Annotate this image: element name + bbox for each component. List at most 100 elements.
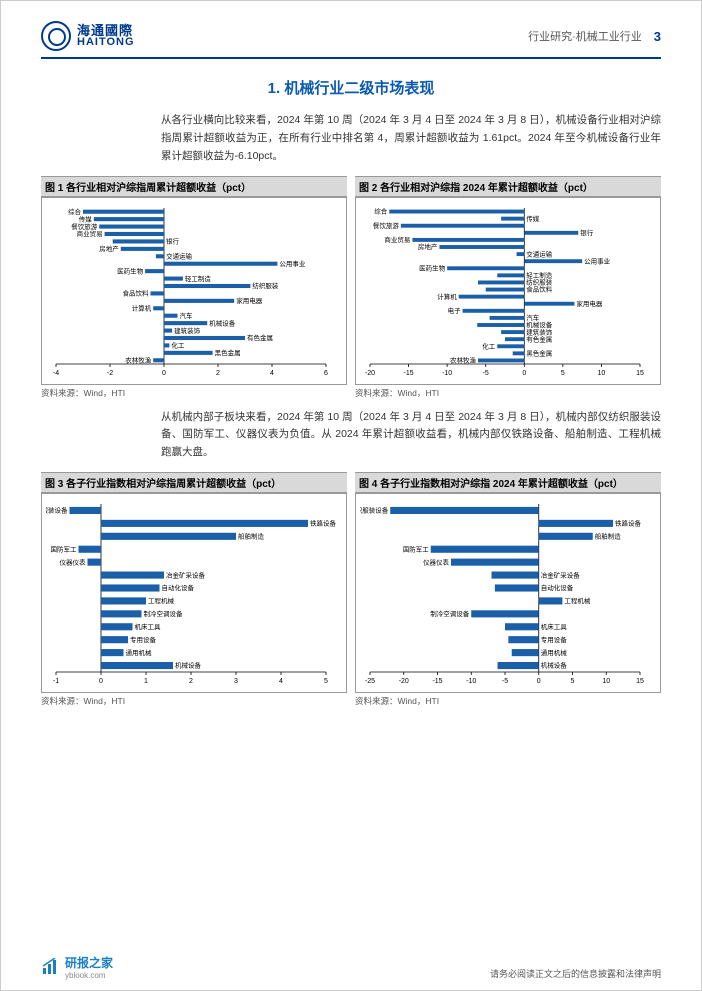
svg-text:冶金矿采设备: 冶金矿采设备 xyxy=(541,570,581,579)
svg-text:计算机: 计算机 xyxy=(437,291,457,300)
svg-text:-10: -10 xyxy=(466,678,476,685)
svg-text:3: 3 xyxy=(234,678,238,685)
svg-text:4: 4 xyxy=(270,370,274,377)
footer-disclaimer: 请务必阅读正文之后的信息披露和法律声明 xyxy=(490,967,661,980)
svg-text:传媒: 传媒 xyxy=(526,213,540,222)
svg-text:工程机械: 工程机械 xyxy=(564,596,591,605)
svg-text:-4: -4 xyxy=(53,370,59,377)
svg-text:2: 2 xyxy=(216,370,220,377)
svg-text:房地产: 房地产 xyxy=(99,244,119,253)
svg-text:公用事业: 公用事业 xyxy=(584,256,611,265)
footer-url: yblook.com xyxy=(65,971,113,980)
page-number: 3 xyxy=(654,29,661,44)
svg-text:国防军工: 国防军工 xyxy=(403,544,430,553)
chart-2-area: -20-15-10-5051015综合传媒餐饮旅游银行商业贸易房地产交通运输公用… xyxy=(355,197,661,385)
header-right: 行业研究·机械工业行业 3 xyxy=(528,28,661,44)
svg-text:国防军工: 国防军工 xyxy=(51,544,78,553)
charts-row-2: 图 3 各子行业指数相对沪综指周累计超额收益（pct） -1012345纺织服装… xyxy=(41,472,661,707)
svg-text:黑色金属: 黑色金属 xyxy=(526,348,552,357)
svg-text:0: 0 xyxy=(537,678,541,685)
breadcrumb: 行业研究·机械工业行业 xyxy=(528,28,642,44)
svg-text:仪器仪表: 仪器仪表 xyxy=(423,557,450,566)
svg-text:5: 5 xyxy=(561,370,565,377)
chart-1-area: -4-20246综合传媒餐饮旅游商业贸易银行房地产交通运输公用事业医药生物轻工制… xyxy=(41,197,347,385)
svg-text:医药生物: 医药生物 xyxy=(419,263,446,272)
logo-text: 海通國際 HAITONG xyxy=(77,24,135,48)
svg-text:纺织服装: 纺织服装 xyxy=(252,281,279,290)
svg-text:船舶制造: 船舶制造 xyxy=(595,532,622,541)
paragraph-2: 从机械内部子板块来看，2024 年第 10 周（2024 年 3 月 4 日至 … xyxy=(161,409,661,463)
svg-text:餐饮旅游: 餐饮旅游 xyxy=(373,220,400,229)
section-title: 1. 机械行业二级市场表现 xyxy=(41,77,661,98)
charts-row-1: 图 1 各行业相对沪综指周累计超额收益（pct） -4-20246综合传媒餐饮旅… xyxy=(41,176,661,399)
svg-text:银行: 银行 xyxy=(580,228,594,237)
chart-3: 图 3 各子行业指数相对沪综指周累计超额收益（pct） -1012345纺织服装… xyxy=(41,472,347,707)
chart-4-title: 图 4 各子行业指数相对沪综指 2024 年累计超额收益（pct） xyxy=(355,472,661,493)
svg-text:自动化设备: 自动化设备 xyxy=(162,583,195,592)
svg-text:化工: 化工 xyxy=(482,341,496,350)
svg-text:1: 1 xyxy=(144,678,148,685)
svg-text:银行: 银行 xyxy=(166,236,180,245)
svg-text:轻工制造: 轻工制造 xyxy=(526,270,553,279)
svg-text:黑色金属: 黑色金属 xyxy=(215,348,241,357)
chart-4-area: -25-20-15-10-5051015纺织服装设备铁路设备船舶制造国防军工仪器… xyxy=(355,493,661,693)
svg-text:5: 5 xyxy=(571,678,575,685)
svg-text:-20: -20 xyxy=(399,678,409,685)
haitong-logo-icon xyxy=(41,21,71,51)
svg-text:5: 5 xyxy=(324,678,328,685)
svg-text:食品饮料: 食品饮料 xyxy=(123,288,150,297)
svg-text:商业贸易: 商业贸易 xyxy=(384,235,410,244)
svg-text:餐饮旅游: 餐饮旅游 xyxy=(71,221,98,230)
svg-text:医药生物: 医药生物 xyxy=(117,266,144,275)
svg-text:制冷空调设备: 制冷空调设备 xyxy=(430,609,470,618)
svg-text:-2: -2 xyxy=(107,370,113,377)
svg-text:仪器仪表: 仪器仪表 xyxy=(60,557,87,566)
svg-text:计算机: 计算机 xyxy=(132,303,152,312)
paragraph-1: 从各行业横向比较来看，2024 年第 10 周（2024 年 3 月 4 日至 … xyxy=(161,112,661,166)
svg-text:铁路设备: 铁路设备 xyxy=(310,519,336,528)
chart-2-source: 资料来源：Wind，HTI xyxy=(355,385,661,399)
svg-text:机床工具: 机床工具 xyxy=(135,622,162,631)
svg-text:化工: 化工 xyxy=(171,340,185,349)
svg-text:建筑装饰: 建筑装饰 xyxy=(526,327,553,336)
svg-text:电子: 电子 xyxy=(448,306,462,315)
svg-text:0: 0 xyxy=(162,370,166,377)
footer: 研报之家 yblook.com 请务必阅读正文之后的信息披露和法律声明 xyxy=(41,954,661,980)
svg-text:专用设备: 专用设备 xyxy=(130,635,157,644)
svg-text:机械设备: 机械设备 xyxy=(526,320,553,329)
svg-text:传媒: 传媒 xyxy=(79,214,93,223)
svg-text:机械设备: 机械设备 xyxy=(541,661,568,670)
svg-text:6: 6 xyxy=(324,370,328,377)
svg-text:4: 4 xyxy=(279,678,283,685)
page: 海通國際 HAITONG 行业研究·机械工业行业 3 1. 机械行业二级市场表现… xyxy=(0,0,702,991)
svg-text:汽车: 汽车 xyxy=(526,313,540,322)
chart-3-title: 图 3 各子行业指数相对沪综指周累计超额收益（pct） xyxy=(41,472,347,493)
svg-text:15: 15 xyxy=(636,678,644,685)
chart-2: 图 2 各行业相对沪综指 2024 年累计超额收益（pct） -20-15-10… xyxy=(355,176,661,399)
svg-text:综合: 综合 xyxy=(68,206,82,215)
svg-text:有色金属: 有色金属 xyxy=(526,334,552,343)
svg-text:10: 10 xyxy=(598,370,606,377)
svg-text:公用事业: 公用事业 xyxy=(279,258,306,267)
svg-text:纺织服装设备: 纺织服装设备 xyxy=(360,506,389,515)
chart-2-title: 图 2 各行业相对沪综指 2024 年累计超额收益（pct） xyxy=(355,176,661,197)
svg-text:-1: -1 xyxy=(53,678,59,685)
svg-text:-5: -5 xyxy=(502,678,508,685)
svg-text:2: 2 xyxy=(189,678,193,685)
svg-text:综合: 综合 xyxy=(374,206,388,215)
svg-text:15: 15 xyxy=(636,370,644,377)
svg-text:商业贸易: 商业贸易 xyxy=(77,229,103,238)
svg-text:船舶制造: 船舶制造 xyxy=(238,532,265,541)
svg-text:-15: -15 xyxy=(404,370,414,377)
svg-text:0: 0 xyxy=(522,370,526,377)
svg-text:有色金属: 有色金属 xyxy=(247,333,273,342)
svg-text:建筑装饰: 建筑装饰 xyxy=(174,325,201,334)
svg-text:-25: -25 xyxy=(365,678,375,685)
svg-text:轻工制造: 轻工制造 xyxy=(185,273,212,282)
logo-block: 海通國際 HAITONG xyxy=(41,21,135,51)
svg-text:0: 0 xyxy=(99,678,103,685)
chart-1-title: 图 1 各行业相对沪综指周累计超额收益（pct） xyxy=(41,176,347,197)
svg-text:纺织服装: 纺织服装 xyxy=(526,277,553,286)
bar-chart-icon xyxy=(41,958,61,976)
page-header: 海通國際 HAITONG 行业研究·机械工业行业 3 xyxy=(41,21,661,59)
